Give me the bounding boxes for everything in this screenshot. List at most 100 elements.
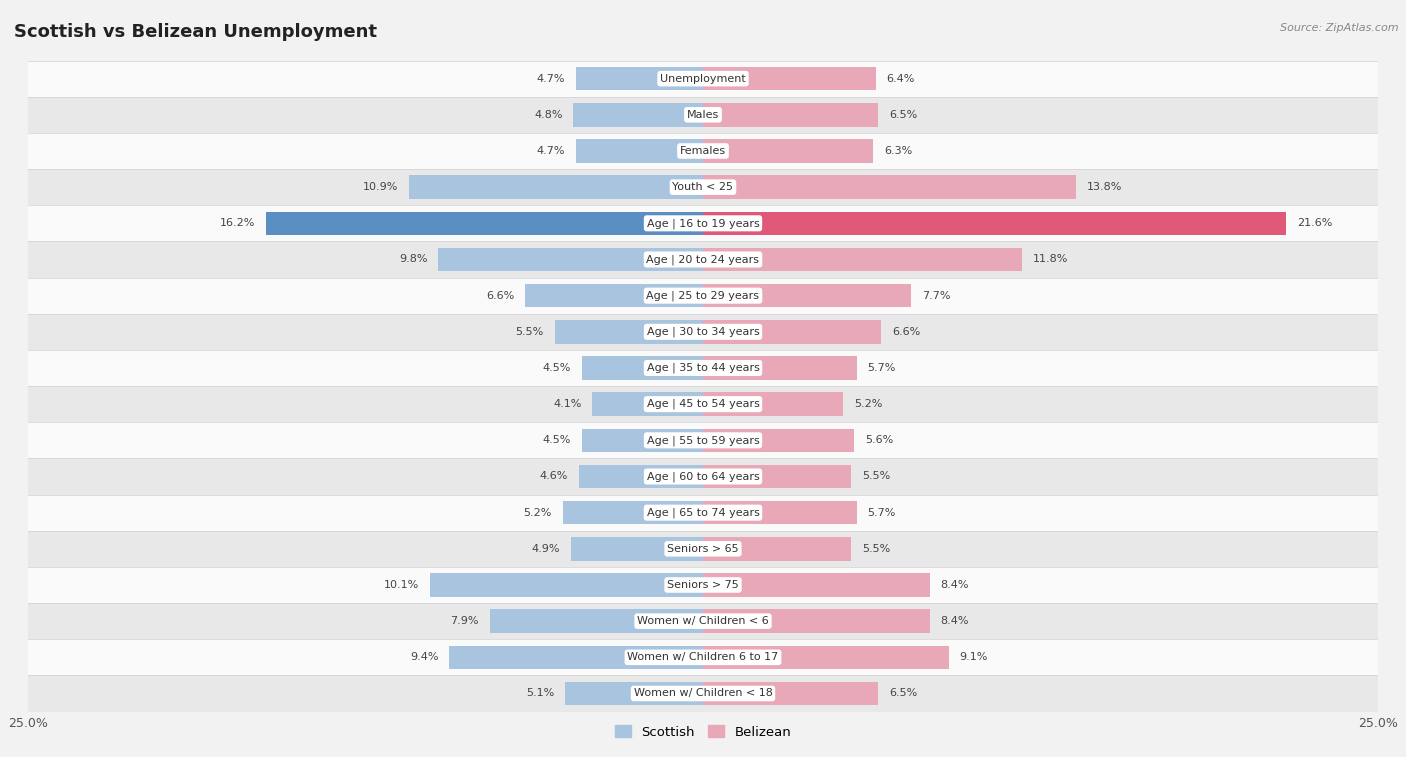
Bar [28, 97, 1378, 133]
Text: Women w/ Children < 18: Women w/ Children < 18 [634, 689, 772, 699]
Bar [703, 682, 879, 706]
Text: Scottish vs Belizean Unemployment: Scottish vs Belizean Unemployment [14, 23, 377, 41]
Bar [565, 682, 703, 706]
Bar [439, 248, 703, 271]
Bar [430, 573, 703, 597]
Text: 4.7%: 4.7% [537, 146, 565, 156]
Text: 4.5%: 4.5% [543, 363, 571, 373]
Bar [703, 465, 852, 488]
Bar [28, 459, 1378, 494]
Text: Males: Males [688, 110, 718, 120]
Text: Age | 20 to 24 years: Age | 20 to 24 years [647, 254, 759, 265]
Text: Age | 35 to 44 years: Age | 35 to 44 years [647, 363, 759, 373]
Bar [582, 428, 703, 452]
Bar [28, 61, 1378, 97]
Bar [489, 609, 703, 633]
Bar [703, 248, 1022, 271]
Text: 4.7%: 4.7% [537, 73, 565, 83]
Text: 11.8%: 11.8% [1032, 254, 1067, 264]
Text: 9.4%: 9.4% [411, 653, 439, 662]
Text: 6.5%: 6.5% [889, 110, 918, 120]
Text: 21.6%: 21.6% [1296, 218, 1333, 229]
Legend: Scottish, Belizean: Scottish, Belizean [610, 720, 796, 744]
Text: Source: ZipAtlas.com: Source: ZipAtlas.com [1281, 23, 1399, 33]
Bar [703, 357, 856, 380]
Bar [579, 465, 703, 488]
Text: 6.3%: 6.3% [884, 146, 912, 156]
Text: 4.1%: 4.1% [553, 399, 582, 409]
Bar [28, 350, 1378, 386]
Text: 5.5%: 5.5% [862, 472, 890, 481]
Bar [703, 392, 844, 416]
Text: 5.5%: 5.5% [862, 544, 890, 554]
Bar [28, 422, 1378, 459]
Bar [703, 176, 1076, 199]
Text: 7.9%: 7.9% [450, 616, 479, 626]
Text: Youth < 25: Youth < 25 [672, 182, 734, 192]
Bar [703, 501, 856, 525]
Bar [703, 609, 929, 633]
Text: Unemployment: Unemployment [661, 73, 745, 83]
Bar [703, 646, 949, 669]
Text: 5.5%: 5.5% [516, 327, 544, 337]
Text: Females: Females [681, 146, 725, 156]
Text: 4.8%: 4.8% [534, 110, 562, 120]
Text: 5.2%: 5.2% [855, 399, 883, 409]
Bar [576, 139, 703, 163]
Text: Age | 60 to 64 years: Age | 60 to 64 years [647, 472, 759, 481]
Text: Women w/ Children < 6: Women w/ Children < 6 [637, 616, 769, 626]
Text: Women w/ Children 6 to 17: Women w/ Children 6 to 17 [627, 653, 779, 662]
Text: Seniors > 65: Seniors > 65 [668, 544, 738, 554]
Text: Age | 45 to 54 years: Age | 45 to 54 years [647, 399, 759, 410]
Bar [28, 386, 1378, 422]
Bar [703, 537, 852, 561]
Text: Age | 25 to 29 years: Age | 25 to 29 years [647, 291, 759, 301]
Bar [28, 133, 1378, 169]
Bar [409, 176, 703, 199]
Bar [28, 169, 1378, 205]
Bar [562, 501, 703, 525]
Text: 5.1%: 5.1% [526, 689, 554, 699]
Text: 5.7%: 5.7% [868, 508, 896, 518]
Text: 10.9%: 10.9% [363, 182, 398, 192]
Bar [703, 320, 882, 344]
Bar [266, 211, 703, 235]
Text: 8.4%: 8.4% [941, 616, 969, 626]
Bar [703, 211, 1286, 235]
Bar [450, 646, 703, 669]
Bar [703, 103, 879, 126]
Bar [703, 573, 929, 597]
Text: 10.1%: 10.1% [384, 580, 419, 590]
Text: 6.5%: 6.5% [889, 689, 918, 699]
Text: 5.2%: 5.2% [523, 508, 551, 518]
Bar [703, 428, 855, 452]
Bar [28, 603, 1378, 639]
Text: 6.6%: 6.6% [891, 327, 920, 337]
Text: 13.8%: 13.8% [1087, 182, 1122, 192]
Text: Age | 30 to 34 years: Age | 30 to 34 years [647, 326, 759, 337]
Text: 5.6%: 5.6% [865, 435, 893, 445]
Text: Age | 65 to 74 years: Age | 65 to 74 years [647, 507, 759, 518]
Bar [703, 67, 876, 90]
Bar [28, 494, 1378, 531]
Text: 7.7%: 7.7% [922, 291, 950, 301]
Text: 9.8%: 9.8% [399, 254, 427, 264]
Bar [703, 284, 911, 307]
Text: 9.1%: 9.1% [959, 653, 988, 662]
Bar [28, 531, 1378, 567]
Bar [28, 241, 1378, 278]
Text: 6.4%: 6.4% [887, 73, 915, 83]
Bar [592, 392, 703, 416]
Text: Age | 55 to 59 years: Age | 55 to 59 years [647, 435, 759, 446]
Bar [28, 313, 1378, 350]
Bar [571, 537, 703, 561]
Bar [703, 139, 873, 163]
Text: 5.7%: 5.7% [868, 363, 896, 373]
Bar [28, 278, 1378, 313]
Text: 8.4%: 8.4% [941, 580, 969, 590]
Bar [524, 284, 703, 307]
Text: 16.2%: 16.2% [219, 218, 254, 229]
Bar [574, 103, 703, 126]
Bar [28, 675, 1378, 712]
Bar [28, 205, 1378, 241]
